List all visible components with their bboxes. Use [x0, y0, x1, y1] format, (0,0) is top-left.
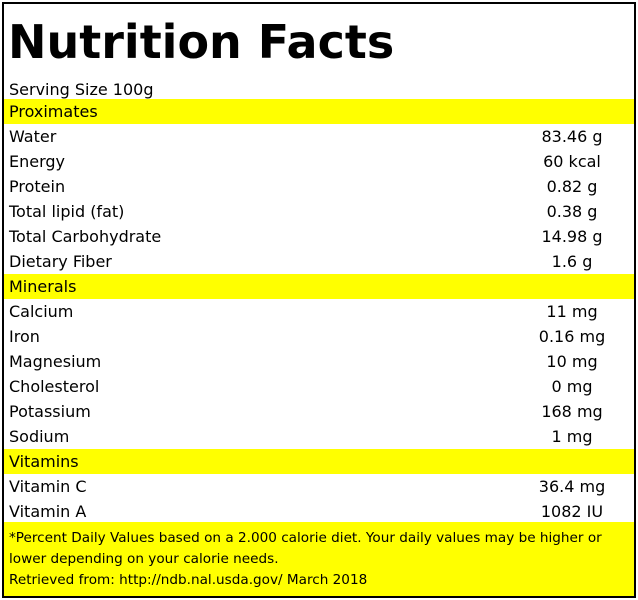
nutrient-value: 0.82 g	[546, 177, 598, 196]
footnote-line: lower depending on your calorie needs.	[9, 551, 279, 567]
nutrient-name: Vitamin C	[9, 477, 87, 496]
nutrient-row-energy: Energy 60 kcal	[4, 149, 634, 174]
serving-size: Serving Size 100g	[9, 80, 154, 99]
nutrient-name: Total Carbohydrate	[9, 227, 162, 246]
nutrient-row-sodium: Sodium 1 mg	[4, 424, 634, 449]
nutrient-row-vitamin-a: Vitamin A 1082 IU	[4, 499, 634, 524]
nutrient-name: Water	[9, 127, 57, 146]
nutrient-row-total-lipid: Total lipid (fat) 0.38 g	[4, 199, 634, 224]
footnote: *Percent Daily Values based on a 2.000 c…	[4, 522, 634, 596]
nutrient-value: 83.46 g	[541, 127, 603, 146]
nutrient-value: 1082 IU	[540, 502, 604, 521]
nutrient-row-potassium: Potassium 168 mg	[4, 399, 634, 424]
section-header-proximates: Proximates	[4, 99, 634, 124]
nutrient-value: 168 mg	[541, 402, 603, 421]
nutrient-row-water: Water 83.46 g	[4, 124, 634, 149]
nutrient-name: Sodium	[9, 427, 70, 446]
nutrient-value: 10 mg	[546, 352, 598, 371]
nutrient-value: 36.4 mg	[538, 477, 606, 496]
nutrient-row-protein: Protein 0.82 g	[4, 174, 634, 199]
nutrient-value: 0 mg	[551, 377, 593, 396]
nutrient-name: Total lipid (fat)	[9, 202, 125, 221]
nutrient-name: Calcium	[9, 302, 74, 321]
nutrient-name: Magnesium	[9, 352, 102, 371]
nutrient-name: Dietary Fiber	[9, 252, 112, 271]
nutrient-row-iron: Iron 0.16 mg	[4, 324, 634, 349]
nutrient-row-cholesterol: Cholesterol 0 mg	[4, 374, 634, 399]
nutrient-row-total-carbohydrate: Total Carbohydrate 14.98 g	[4, 224, 634, 249]
nutrient-row-vitamin-c: Vitamin C 36.4 mg	[4, 474, 634, 499]
nutrient-value: 14.98 g	[541, 227, 603, 246]
nutrient-value: 1.6 g	[551, 252, 593, 271]
nutrient-value: 0.16 mg	[538, 327, 606, 346]
footnote-line: *Percent Daily Values based on a 2.000 c…	[9, 530, 602, 546]
nutrient-row-dietary-fiber: Dietary Fiber 1.6 g	[4, 249, 634, 274]
nutrient-name: Protein	[9, 177, 66, 196]
nutrient-row-magnesium: Magnesium 10 mg	[4, 349, 634, 374]
section-header-vitamins: Vitamins	[4, 449, 634, 474]
nutrient-name: Vitamin A	[9, 502, 87, 521]
nutrient-value: 0.38 g	[546, 202, 598, 221]
nutrient-value: 60 kcal	[543, 152, 601, 171]
nutrient-name: Potassium	[9, 402, 91, 421]
nutrient-name: Cholesterol	[9, 377, 100, 396]
section-header-minerals: Minerals	[4, 274, 634, 299]
nutrient-value: 1 mg	[551, 427, 593, 446]
nutrient-name: Energy	[9, 152, 66, 171]
label-title: Nutrition Facts	[8, 15, 395, 69]
footnote-source: Retrieved from: http://ndb.nal.usda.gov/…	[9, 572, 368, 588]
nutrient-row-calcium: Calcium 11 mg	[4, 299, 634, 324]
nutrient-value: 11 mg	[546, 302, 598, 321]
nutrient-name: Iron	[9, 327, 40, 346]
